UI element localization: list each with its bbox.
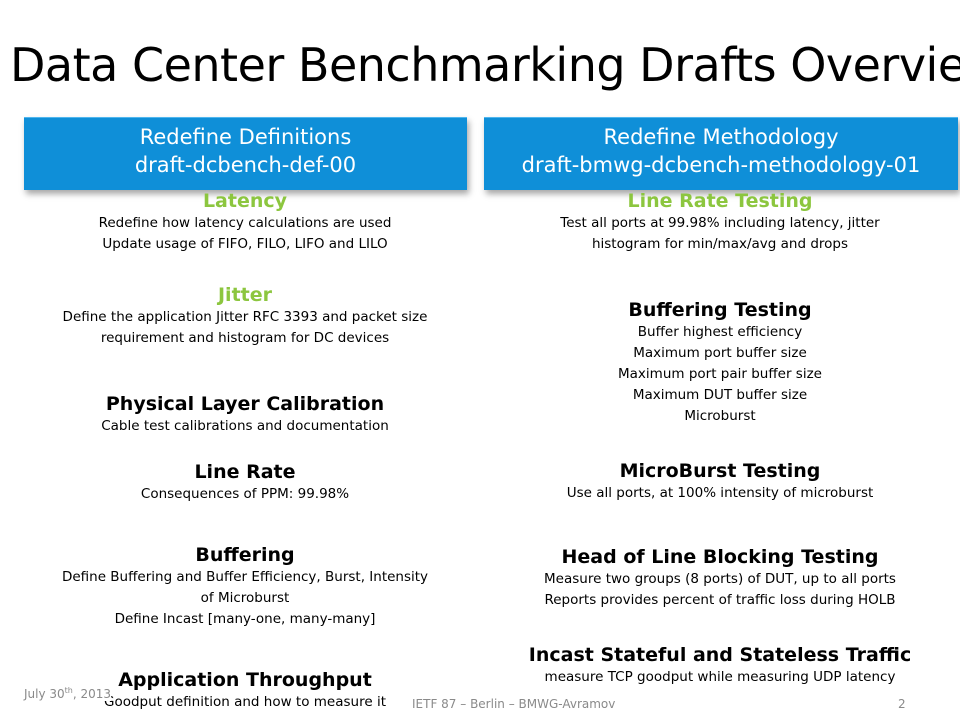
footer-date-main: July 30	[24, 687, 65, 701]
section-line: Define the application Jitter RFC 3393 a…	[62, 309, 428, 325]
footer-date-suffix: th	[64, 686, 73, 695]
section-heading: MicroBurst Testing	[619, 460, 821, 482]
footer-date: July 30th, 2013	[24, 686, 112, 701]
section-line: Consequences of PPM: 99.98%	[140, 486, 350, 502]
section-line: Define Incast [many-one, many-many]	[114, 611, 376, 627]
page-number: 2	[898, 697, 906, 711]
methodology-banner-draft: draft-bmwg-dcbench-methodology-01	[521, 153, 921, 177]
section-heading: Jitter	[217, 284, 272, 306]
section-line: Buffer highest efficiency	[637, 324, 803, 340]
definitions-banner-title: Redefine Definitions	[139, 125, 352, 149]
section-line: requirement and histogram for DC devices	[100, 330, 390, 346]
latency-section: Latency Redefine how latency calculation…	[10, 189, 480, 255]
buffering-testing-section: Buffering Testing Buffer highest efficie…	[490, 298, 950, 427]
section-heading: Physical Layer Calibration	[105, 393, 385, 415]
section-heading: Buffering Testing	[628, 299, 812, 321]
section-line: Maximum port pair buffer size	[618, 366, 822, 382]
application-throughput-section: Application Throughput Goodput definitio…	[10, 668, 480, 713]
section-line: Use all ports, at 100% intensity of micr…	[566, 485, 874, 501]
section-line: Test all ports at 99.98% including laten…	[560, 215, 880, 231]
definitions-banner: Redefine Definitions draft-dcbench-def-0…	[24, 117, 467, 190]
line-rate-testing-section: Line Rate Testing Test all ports at 99.9…	[490, 189, 950, 255]
hol-blocking-testing-section: Head of Line Blocking Testing Measure tw…	[490, 545, 950, 611]
section-line: Goodput definition and how to measure it	[104, 694, 386, 710]
jitter-section: Jitter Define the application Jitter RFC…	[10, 283, 480, 349]
section-heading: Head of Line Blocking Testing	[561, 546, 879, 568]
buffering-section: Buffering Define Buffering and Buffer Ef…	[10, 543, 480, 630]
section-line: Update usage of FIFO, FILO, LIFO and LIL…	[102, 236, 388, 252]
physical-layer-section: Physical Layer Calibration Cable test ca…	[10, 392, 480, 437]
microburst-testing-section: MicroBurst Testing Use all ports, at 100…	[490, 459, 950, 504]
section-line: Maximum DUT buffer size	[632, 387, 808, 403]
section-heading: Latency	[202, 190, 288, 212]
section-line: Microburst	[684, 408, 756, 424]
section-line: Measure two groups (8 ports) of DUT, up …	[544, 571, 896, 587]
section-heading: Buffering	[195, 544, 295, 566]
footer-date-year: , 2013	[72, 687, 112, 701]
methodology-banner-title: Redefine Methodology	[603, 125, 839, 149]
section-line: histogram for min/max/avg and drops	[591, 236, 849, 252]
section-line: Cable test calibrations and documentatio…	[101, 418, 389, 434]
line-rate-section: Line Rate Consequences of PPM: 99.98%	[10, 460, 480, 505]
slide-title: Data Center Benchmarking Drafts Overview	[10, 38, 960, 92]
definitions-banner-draft: draft-dcbench-def-00	[134, 153, 357, 177]
section-heading: Line Rate	[194, 461, 296, 483]
section-heading: Incast Stateful and Stateless Traffic	[528, 644, 912, 666]
section-line: Redefine how latency calculations are us…	[98, 215, 392, 231]
incast-traffic-section: Incast Stateful and Stateless Traffic me…	[490, 643, 950, 688]
section-line: Maximum port buffer size	[633, 345, 807, 361]
section-heading: Application Throughput	[118, 669, 372, 691]
methodology-banner: Redefine Methodology draft-bmwg-dcbench-…	[484, 117, 958, 190]
section-line: Reports provides percent of traffic loss…	[544, 592, 896, 608]
section-line: measure TCP goodput while measuring UDP …	[544, 669, 896, 685]
section-line: Define Buffering and Buffer Efficiency, …	[61, 569, 429, 585]
section-line: of Microburst	[200, 590, 290, 606]
footer-event: IETF 87 – Berlin – BMWG-Avramov	[412, 697, 616, 711]
section-heading: Line Rate Testing	[627, 190, 813, 212]
